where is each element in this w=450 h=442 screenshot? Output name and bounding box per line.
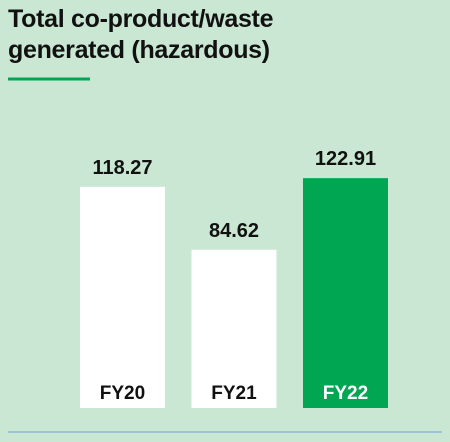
bar <box>191 249 277 408</box>
category-label: FY22 <box>323 383 368 404</box>
bar <box>303 178 388 408</box>
value-label: 84.62 <box>209 220 259 242</box>
category-label: FY21 <box>211 383 257 404</box>
chart-title: Total co-product/waste generated (hazard… <box>8 5 274 64</box>
bar <box>80 186 165 408</box>
category-label: FY20 <box>100 383 145 404</box>
value-label: 122.91 <box>315 148 376 170</box>
value-label: 118.27 <box>92 157 152 179</box>
